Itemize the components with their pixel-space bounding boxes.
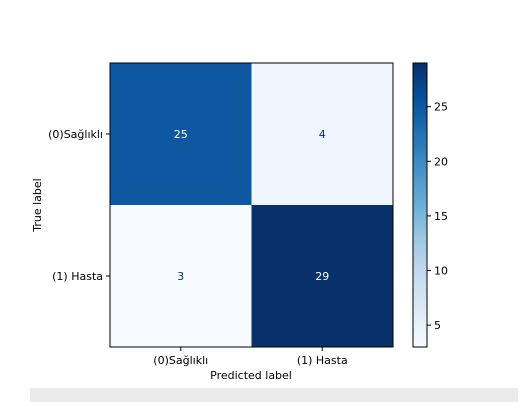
cell-value-1-1: 29 [315,270,329,283]
matrix-cell-1-0 [110,205,252,347]
matrix-cell-0-0 [110,63,252,205]
x-tick-label: (1) Hasta [297,354,348,367]
bottom-strip [30,388,518,402]
matrix-cells [110,63,393,347]
plot-frame [109,62,394,348]
colorbar-tick-label: 10 [434,265,448,278]
y-tick-label: (0)Sağlıklı [48,128,103,141]
colorbar-tick-label: 15 [434,210,448,223]
y-tick-label: (1) Hasta [52,270,103,283]
cell-value-0-1: 4 [319,128,326,141]
colorbar [412,62,428,348]
cell-value-1-0: 3 [177,270,184,283]
cell-value-0-0: 25 [174,128,188,141]
colorbar-tick-label: 5 [434,319,441,332]
matrix-cell-1-1 [251,205,393,347]
colorbar-tick-label: 25 [434,101,448,114]
x-axis-label: Predicted label [210,369,292,382]
matrix-cell-0-1 [251,63,393,205]
x-tick-label: (0)Sağlıklı [153,354,208,367]
colorbar-tick-label: 20 [434,155,448,168]
y-axis-ticks: (0)Sağlıklı (1) Hasta [48,128,110,283]
y-axis-label: True label [31,178,44,232]
x-axis-ticks: (0)Sağlıklı (1) Hasta [153,347,348,367]
cell-value-labels: 25 4 3 29 [174,128,330,283]
colorbar-ticks: 5 10 15 20 25 [427,101,448,332]
